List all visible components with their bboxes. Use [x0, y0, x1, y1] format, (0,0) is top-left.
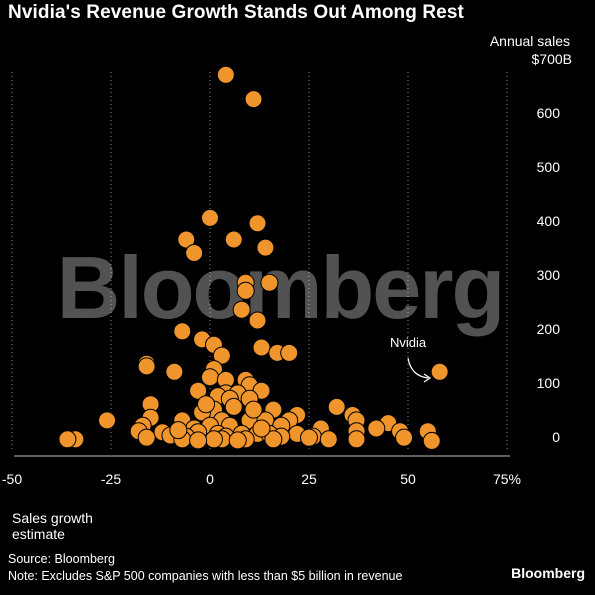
x-tick-label: 75% [493, 471, 521, 487]
x-axis-label: Sales growth estimate [12, 510, 132, 542]
y-tick-label: 0 [552, 429, 560, 445]
x-tick-label: 0 [206, 471, 214, 487]
x-axis: -50 -25 0 25 50 75% [2, 455, 521, 487]
x-axis-label-line1: Sales growth [12, 510, 93, 526]
data-point [201, 368, 219, 387]
nvidia-point [430, 362, 449, 381]
nvidia-arrow [407, 357, 429, 379]
data-point [173, 322, 192, 341]
data-point [280, 343, 299, 362]
data-point [347, 430, 366, 449]
data-point [216, 65, 235, 84]
data-point [327, 397, 346, 416]
x-axis-label-line2: estimate [12, 526, 65, 542]
chart-title: Nvidia's Revenue Growth Stands Out Among… [8, 2, 464, 23]
data-point [201, 208, 219, 227]
y-tick-label: 100 [537, 375, 561, 391]
data-point [58, 430, 77, 449]
y-axis-label-line2: $700B [532, 51, 572, 67]
data-point [395, 428, 414, 447]
data-point [319, 430, 338, 449]
watermark: Bloomberg [57, 238, 503, 337]
data-point [137, 428, 156, 447]
data-point [98, 411, 117, 430]
y-tick-label: 200 [537, 321, 561, 337]
data-point [189, 431, 208, 450]
nvidia-arrowhead [423, 373, 432, 383]
data-point [165, 362, 184, 381]
x-tick-label: 50 [400, 471, 416, 487]
data-point [248, 311, 267, 330]
bloomberg-logo: Bloomberg [511, 565, 585, 581]
data-point [252, 338, 271, 357]
y-tick-label: 500 [537, 159, 561, 175]
data-point [367, 419, 386, 438]
data-point [177, 230, 196, 249]
data-point [224, 230, 243, 249]
data-point [236, 281, 255, 300]
data-point [169, 421, 188, 440]
nvidia-annotation: Nvidia [390, 335, 432, 383]
note-text: Note: Excludes S&P 500 companies with le… [8, 569, 403, 583]
data-point [137, 357, 156, 376]
y-tick-label: 300 [537, 267, 561, 283]
data-point [244, 90, 263, 109]
data-point [252, 419, 271, 438]
grid [11, 72, 508, 452]
data-point [248, 214, 267, 233]
data-point [185, 244, 204, 262]
y-axis-label-line1: Annual sales [490, 33, 570, 49]
data-point [300, 428, 318, 447]
data-point [264, 430, 283, 449]
data-point [244, 400, 263, 419]
data-point [224, 397, 243, 416]
data-point [204, 430, 223, 449]
data-point [260, 273, 279, 292]
data-points [58, 65, 449, 450]
x-tick-label: -50 [2, 471, 22, 487]
y-tick-label: 400 [537, 213, 561, 229]
y-tick-label: 600 [537, 105, 561, 121]
source-text: Source: Bloomberg [8, 552, 116, 566]
data-point [256, 238, 275, 257]
data-point [228, 431, 247, 450]
data-point [422, 431, 441, 450]
data-point [197, 395, 216, 414]
y-axis: Annual sales $700B 600 500 400 300 200 100 0 [490, 33, 572, 445]
data-point [212, 346, 231, 365]
nvidia-label: Nvidia [390, 335, 427, 350]
x-tick-label: -25 [101, 471, 121, 487]
data-point [232, 300, 251, 319]
x-tick-label: 25 [301, 471, 317, 487]
data-point [189, 381, 208, 400]
